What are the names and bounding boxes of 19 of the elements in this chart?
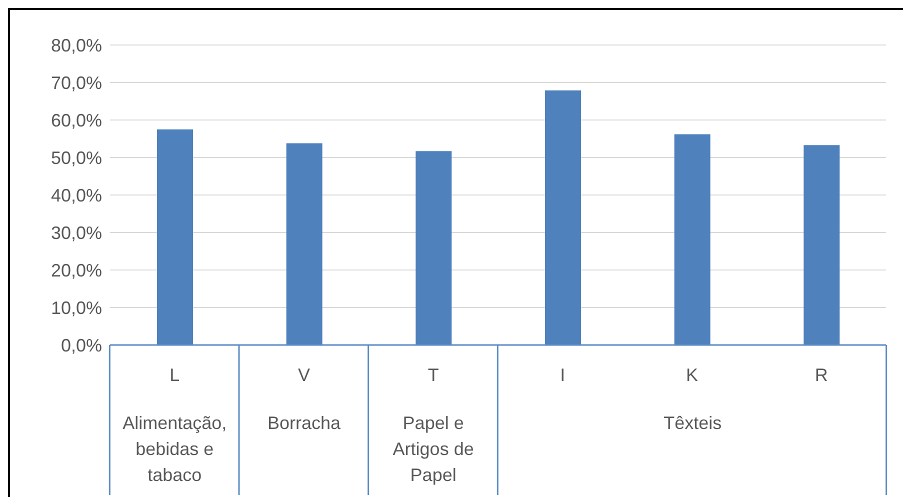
x-tick-label: T: [428, 365, 439, 385]
y-tick-label: 0,0%: [60, 335, 102, 356]
x-tick-label: L: [170, 365, 180, 385]
y-tick-label: 30,0%: [50, 222, 102, 243]
x-tick-label: I: [560, 365, 566, 385]
text: Papel e Artigos de Papel: [392, 413, 474, 485]
y-tick-label: 80,0%: [50, 35, 102, 56]
y-tick-label: 20,0%: [50, 260, 102, 280]
y-tick-label: 40,0%: [50, 185, 102, 206]
y-tick-label: 60,0%: [50, 110, 102, 130]
x-tick-label: V: [298, 365, 310, 385]
text: Borracha: [267, 413, 342, 433]
x-tick-label: K: [686, 365, 698, 385]
y-tick-label: 70,0%: [50, 72, 102, 93]
y-tick-label: 50,0%: [50, 148, 102, 168]
text: Têxteis: [664, 413, 722, 433]
text: Alimentação, bebidas e tabaco: [122, 413, 227, 485]
y-tick-label: 10,0%: [50, 298, 102, 318]
x-tick-label: R: [814, 365, 828, 385]
